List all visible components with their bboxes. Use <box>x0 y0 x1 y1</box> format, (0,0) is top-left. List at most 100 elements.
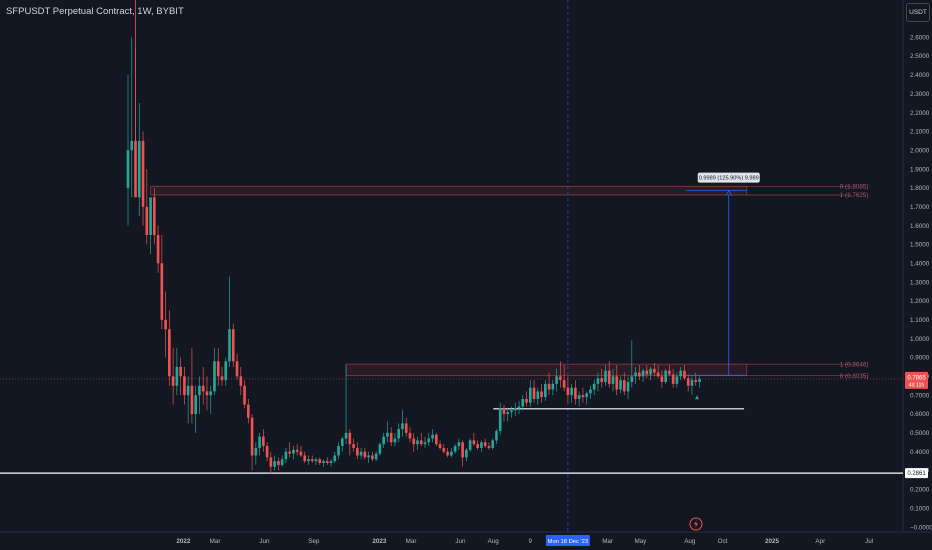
candle[interactable] <box>262 429 265 452</box>
candle[interactable] <box>630 340 634 388</box>
candle[interactable] <box>472 432 476 447</box>
candle[interactable] <box>307 455 310 465</box>
currency-button[interactable]: USDT <box>906 3 930 22</box>
candle[interactable] <box>314 457 318 465</box>
lightning-icon[interactable] <box>689 517 703 531</box>
candle[interactable] <box>434 432 438 447</box>
candle[interactable] <box>201 366 205 405</box>
candle[interactable] <box>171 348 175 405</box>
candle[interactable] <box>359 447 363 460</box>
candle[interactable] <box>179 357 182 396</box>
candle[interactable] <box>175 348 179 396</box>
candle[interactable] <box>190 348 194 424</box>
candle[interactable] <box>442 444 446 454</box>
candle[interactable] <box>656 365 660 379</box>
candle[interactable] <box>683 365 686 381</box>
candle[interactable] <box>694 372 698 386</box>
candle[interactable] <box>419 432 423 447</box>
candle[interactable] <box>585 391 589 405</box>
candle[interactable] <box>250 414 254 471</box>
candle[interactable] <box>228 276 231 367</box>
candle[interactable] <box>397 423 401 443</box>
candle[interactable] <box>322 459 325 467</box>
candle[interactable] <box>679 366 682 381</box>
candle[interactable] <box>450 447 453 458</box>
candle[interactable] <box>465 447 468 462</box>
candle[interactable] <box>686 374 690 392</box>
candle[interactable] <box>615 365 619 396</box>
candle[interactable] <box>468 438 472 452</box>
candle[interactable] <box>521 395 525 411</box>
candle[interactable] <box>205 376 209 411</box>
candle[interactable] <box>641 368 645 382</box>
candle[interactable] <box>213 348 216 396</box>
candle[interactable] <box>525 391 528 407</box>
candle[interactable] <box>513 402 517 416</box>
candle[interactable] <box>277 457 280 471</box>
candle[interactable] <box>183 366 186 405</box>
candle[interactable] <box>299 446 303 458</box>
candle[interactable] <box>156 225 160 273</box>
candle[interactable] <box>446 447 449 458</box>
candle[interactable] <box>333 451 337 464</box>
candle[interactable] <box>389 427 393 447</box>
candle[interactable] <box>239 366 243 396</box>
candle[interactable] <box>130 37 134 198</box>
candle[interactable] <box>589 385 592 399</box>
candle[interactable] <box>246 398 250 424</box>
candle[interactable] <box>483 438 487 448</box>
candle[interactable] <box>423 436 427 448</box>
candle[interactable] <box>164 291 167 358</box>
candle[interactable] <box>577 391 581 407</box>
candle[interactable] <box>149 197 152 254</box>
candle[interactable] <box>168 310 171 386</box>
candle[interactable] <box>653 363 656 377</box>
candle[interactable] <box>243 380 246 409</box>
candle[interactable] <box>532 380 536 403</box>
candle[interactable] <box>570 383 573 403</box>
candle[interactable] <box>622 372 626 396</box>
candle[interactable] <box>416 436 419 450</box>
candle[interactable] <box>371 451 374 462</box>
candle[interactable] <box>555 368 558 392</box>
candle[interactable] <box>506 408 510 422</box>
candle[interactable] <box>325 457 329 465</box>
candle[interactable] <box>220 366 224 386</box>
candle[interactable] <box>137 103 141 217</box>
candle[interactable] <box>153 187 156 245</box>
candle[interactable] <box>592 380 596 396</box>
candle[interactable] <box>340 436 344 452</box>
candle[interactable] <box>698 376 701 388</box>
candle[interactable] <box>280 455 284 467</box>
candle[interactable] <box>431 429 434 443</box>
candle[interactable] <box>292 446 295 460</box>
candle[interactable] <box>510 406 513 418</box>
candle[interactable] <box>363 447 367 460</box>
candle[interactable] <box>295 444 299 456</box>
candle[interactable] <box>329 459 333 467</box>
candle[interactable] <box>649 366 652 381</box>
candle[interactable] <box>404 417 408 437</box>
candle[interactable] <box>344 365 348 445</box>
candle[interactable] <box>547 372 551 396</box>
candle[interactable] <box>438 440 442 450</box>
candle[interactable] <box>675 372 679 388</box>
candle[interactable] <box>269 451 273 475</box>
candle[interactable] <box>382 432 385 448</box>
candle[interactable] <box>231 323 235 367</box>
candle[interactable] <box>536 387 540 405</box>
candle[interactable] <box>427 432 431 447</box>
candle[interactable] <box>352 438 355 452</box>
candle[interactable] <box>356 442 359 460</box>
candle[interactable] <box>216 348 220 386</box>
candle[interactable] <box>457 438 461 450</box>
candle[interactable] <box>634 366 637 384</box>
candle[interactable] <box>517 400 521 415</box>
candle[interactable] <box>502 404 506 422</box>
candle[interactable] <box>600 368 604 388</box>
candle[interactable] <box>626 376 630 399</box>
candle[interactable] <box>495 429 498 445</box>
candle[interactable] <box>198 376 201 415</box>
candle[interactable] <box>186 376 190 424</box>
